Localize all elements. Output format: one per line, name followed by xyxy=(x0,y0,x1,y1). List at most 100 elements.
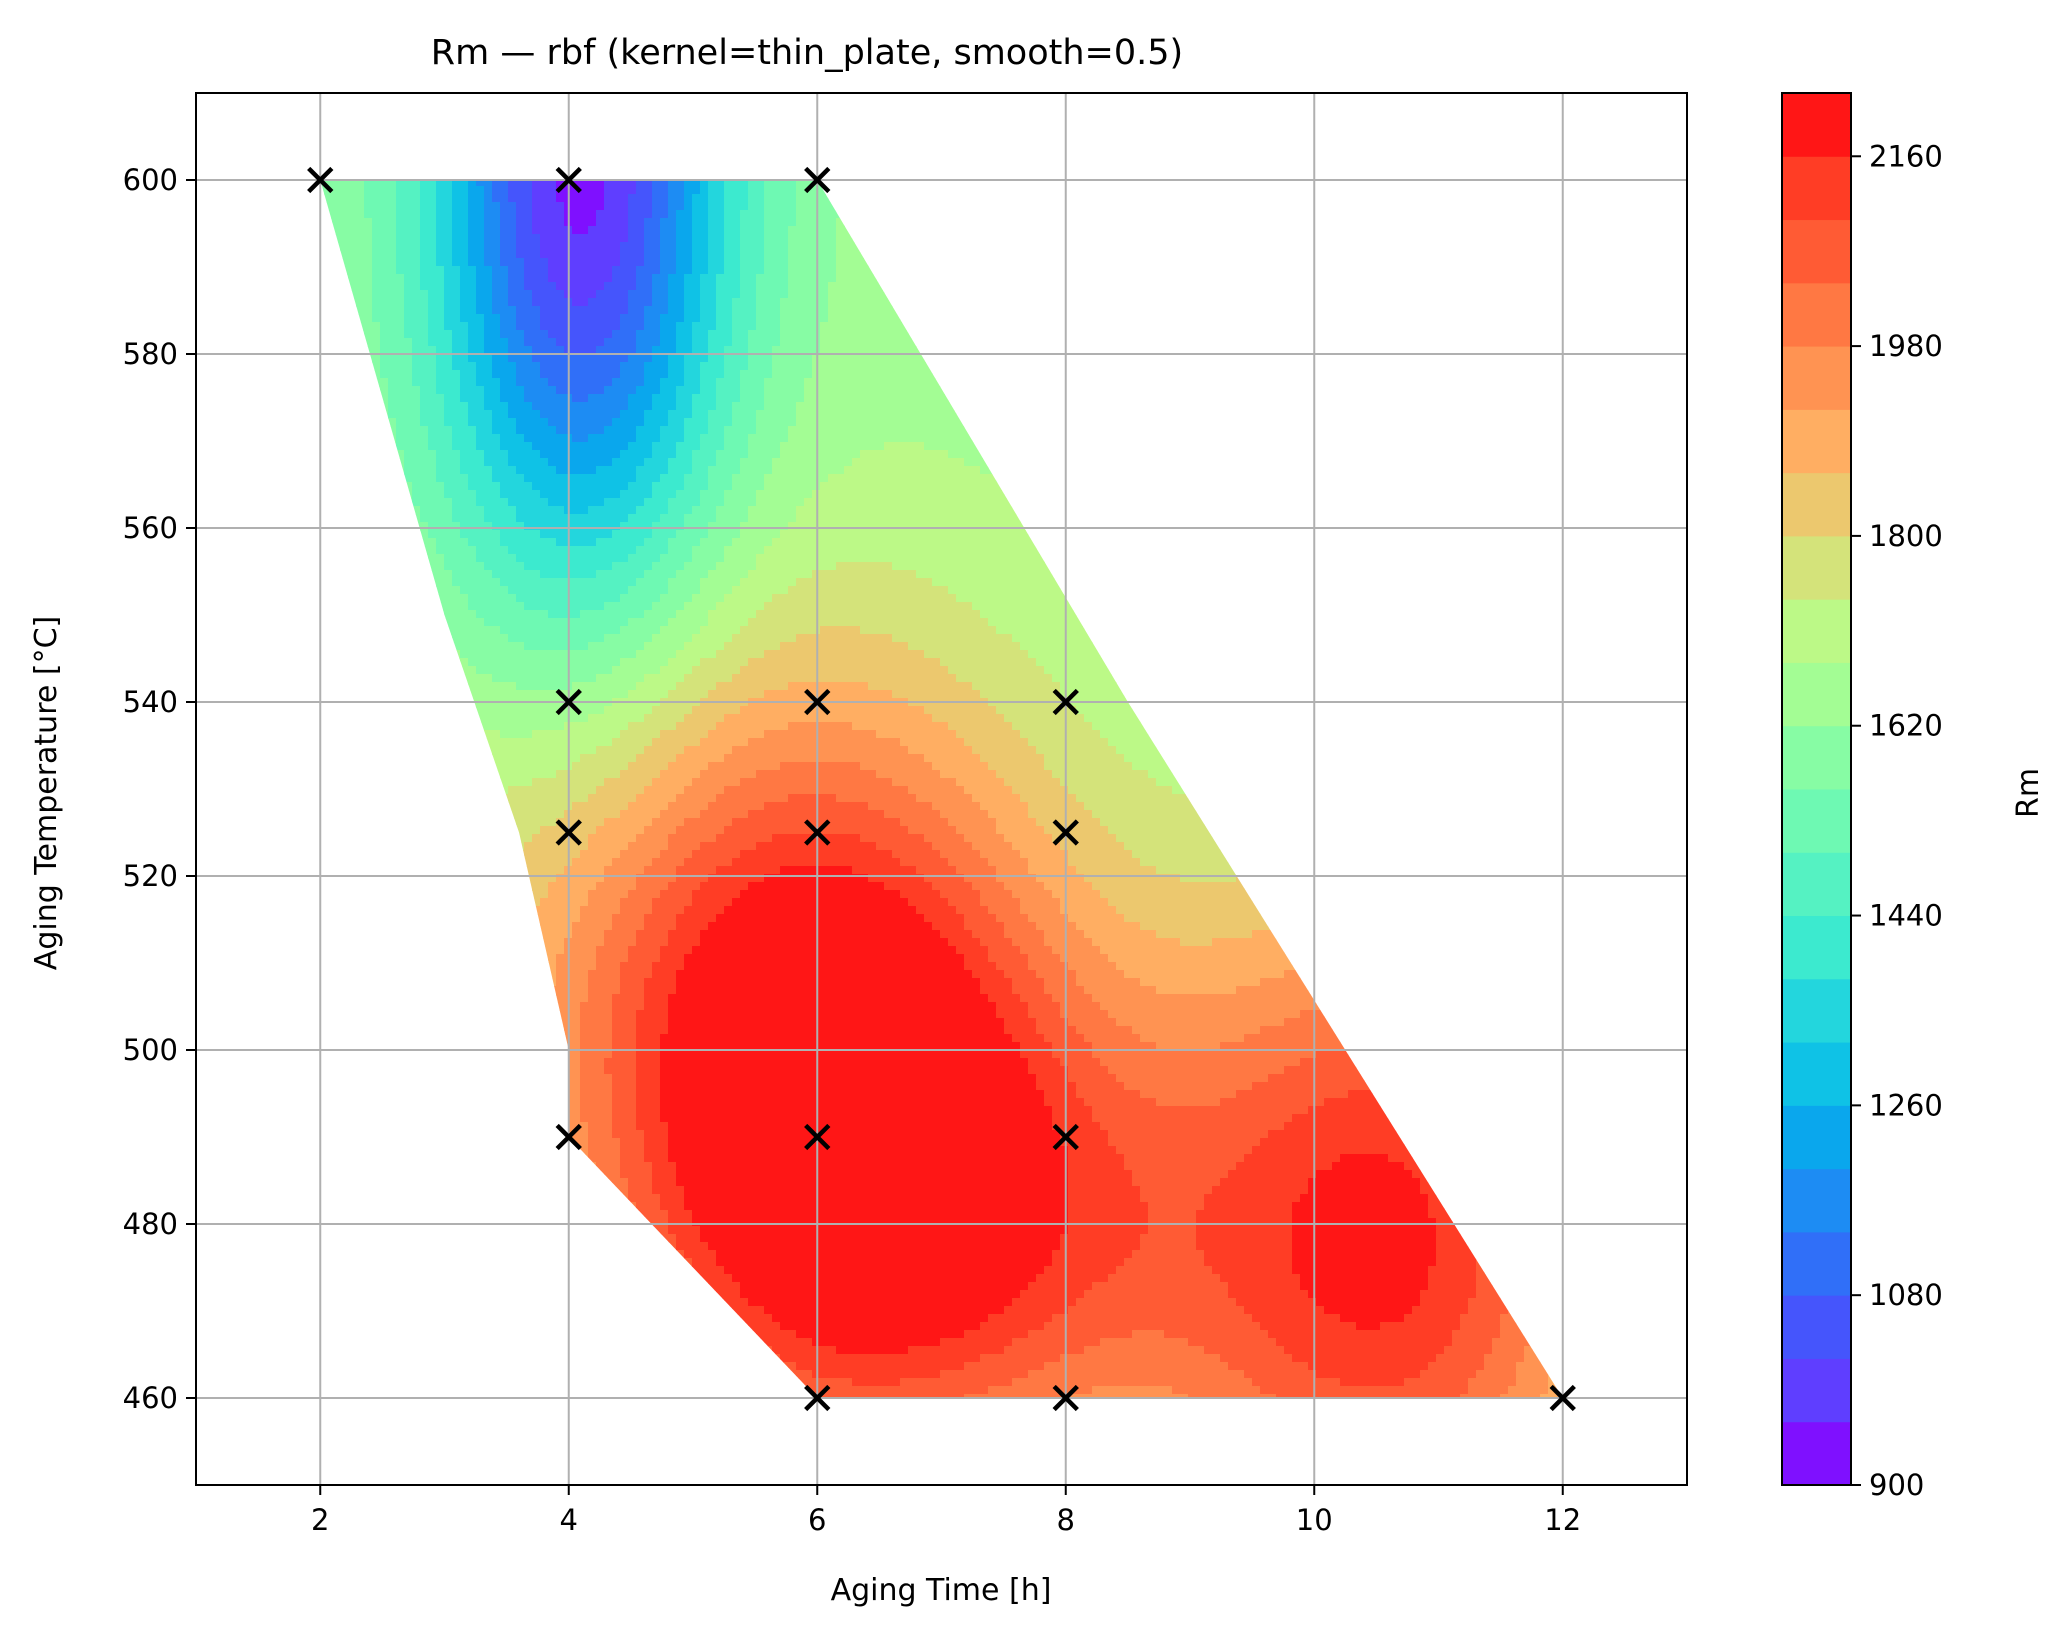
contour-cell xyxy=(652,370,661,379)
contour-cell xyxy=(1452,266,1461,275)
contour-cell xyxy=(1532,394,1541,403)
contour-cell xyxy=(700,258,709,267)
contour-cell xyxy=(628,322,637,331)
contour-cell xyxy=(1428,194,1437,203)
contour-cell xyxy=(404,210,413,219)
contour-cell xyxy=(300,338,309,347)
contour-cell xyxy=(604,370,613,379)
contour-cell xyxy=(620,386,629,395)
contour-cell xyxy=(412,354,421,363)
contour-cell xyxy=(612,202,621,211)
contour-cell xyxy=(1428,354,1437,363)
contour-cell xyxy=(1380,274,1389,283)
contour-cell xyxy=(460,298,469,307)
contour-cell xyxy=(764,370,773,379)
contour-cell xyxy=(852,394,861,403)
contour-cell xyxy=(1036,226,1045,235)
contour-cell xyxy=(756,194,765,203)
contour-cell xyxy=(596,170,605,179)
contour-cell xyxy=(1156,226,1165,235)
contour-cell xyxy=(572,274,581,283)
contour-cell xyxy=(1052,378,1061,387)
contour-cell xyxy=(380,210,389,219)
contour-cell xyxy=(1572,322,1581,331)
contour-cell xyxy=(1164,226,1173,235)
contour-cell xyxy=(516,258,525,267)
contour-cell xyxy=(1356,402,1365,411)
contour-cell xyxy=(420,282,429,291)
contour-cell xyxy=(1572,338,1581,347)
contour-cell xyxy=(1132,322,1141,331)
contour-cell xyxy=(524,410,533,419)
contour-cell xyxy=(924,202,933,211)
contour-cell xyxy=(676,258,685,267)
contour-cell xyxy=(1564,394,1573,403)
contour-cell xyxy=(684,282,693,291)
contour-cell xyxy=(1444,354,1453,363)
contour-cell xyxy=(964,250,973,259)
contour-cell xyxy=(1372,282,1381,291)
contour-cell xyxy=(1500,362,1509,371)
contour-cell xyxy=(1564,322,1573,331)
contour-cell xyxy=(708,322,717,331)
contour-cell xyxy=(652,402,661,411)
contour-cell xyxy=(1484,298,1493,307)
contour-cell xyxy=(364,322,373,331)
contour-cell xyxy=(1356,314,1365,323)
contour-cell xyxy=(876,274,885,283)
contour-cell xyxy=(516,274,525,283)
contour-cell xyxy=(1308,330,1317,339)
contour-cell xyxy=(628,378,637,387)
contour-cell xyxy=(660,394,669,403)
contour-cell xyxy=(388,298,397,307)
contour-cell xyxy=(1404,194,1413,203)
contour-cell xyxy=(1572,370,1581,379)
contour-cell xyxy=(612,218,621,227)
contour-cell xyxy=(1228,338,1237,347)
contour-cell xyxy=(572,386,581,395)
contour-cell xyxy=(556,202,565,211)
contour-cell xyxy=(1068,354,1077,363)
contour-cell xyxy=(1508,362,1517,371)
contour-cell xyxy=(388,410,397,419)
contour-cell xyxy=(372,274,381,283)
contour-cell xyxy=(1492,394,1501,403)
contour-cell xyxy=(1436,306,1445,315)
contour-cell xyxy=(900,298,909,307)
contour-cell xyxy=(780,210,789,219)
contour-cell xyxy=(1580,298,1589,307)
contour-cell xyxy=(1268,330,1277,339)
contour-cell xyxy=(1100,266,1109,275)
contour-cell xyxy=(956,290,965,299)
contour-cell xyxy=(492,266,501,275)
contour-cell xyxy=(948,378,957,387)
contour-cell xyxy=(700,386,709,395)
contour-cell xyxy=(332,202,341,211)
contour-cell xyxy=(788,338,797,347)
contour-cell xyxy=(1140,410,1149,419)
contour-cell xyxy=(420,180,429,187)
contour-cell xyxy=(1020,234,1029,243)
contour-cell xyxy=(1364,370,1373,379)
contour-cell xyxy=(1236,226,1245,235)
contour-cell xyxy=(988,194,997,203)
contour-cell xyxy=(396,402,405,411)
contour-cell xyxy=(1108,394,1117,403)
contour-cell xyxy=(1108,234,1117,243)
contour-cell xyxy=(972,298,981,307)
contour-cell xyxy=(900,258,909,267)
contour-cell xyxy=(1428,258,1437,267)
contour-cell xyxy=(964,234,973,243)
contour-cell xyxy=(356,250,365,259)
contour-cell xyxy=(1268,186,1277,195)
contour-cell xyxy=(1580,266,1589,275)
contour-cell xyxy=(1020,202,1029,211)
contour-cell xyxy=(1356,370,1365,379)
contour-cell xyxy=(1452,306,1461,315)
contour-cell xyxy=(1052,410,1061,419)
contour-cell xyxy=(1052,282,1061,291)
contour-cell xyxy=(588,338,597,347)
contour-cell xyxy=(420,210,429,219)
contour-cell xyxy=(460,210,469,219)
contour-cell xyxy=(1004,234,1013,243)
